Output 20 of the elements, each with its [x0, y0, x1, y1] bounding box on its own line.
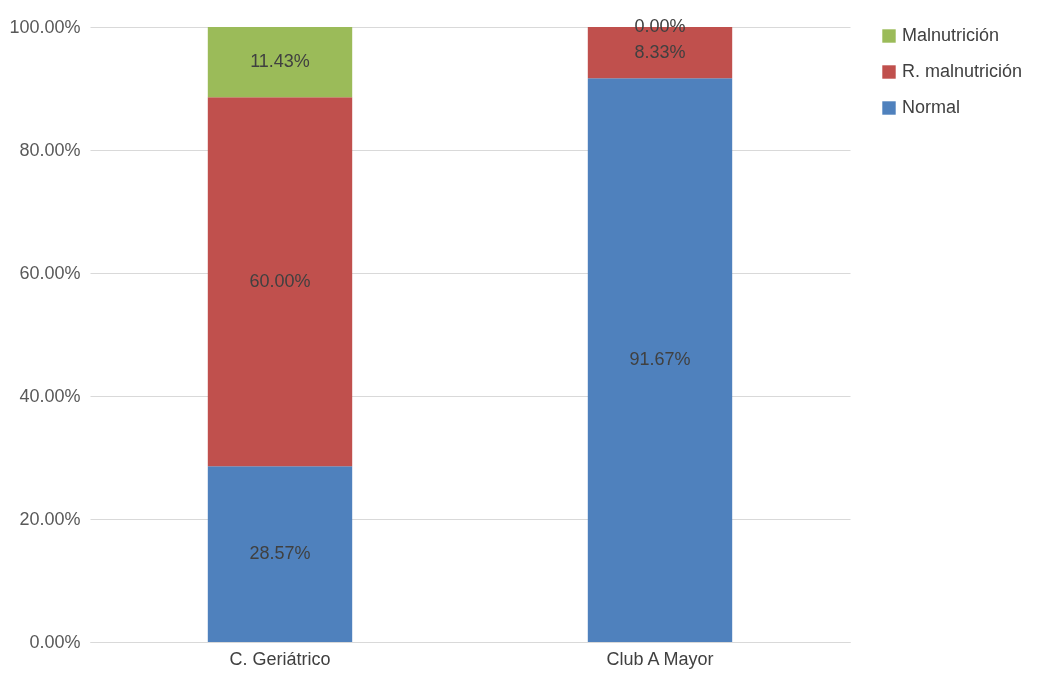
legend-label: Normal [902, 97, 961, 117]
x-tick-label: C. Geriátrico [229, 648, 331, 669]
data-label: 91.67% [629, 349, 691, 370]
y-tick-label: 60.00% [19, 262, 81, 283]
y-tick-label: 0.00% [29, 631, 81, 652]
bar [587, 78, 733, 642]
data-label: 11.43% [250, 51, 310, 72]
bar [207, 97, 353, 467]
y-tick-label: 40.00% [19, 385, 81, 406]
bar [207, 27, 353, 98]
legend-label: R. malnutrición [902, 61, 1023, 81]
data-label: 8.33% [634, 41, 686, 62]
y-tick-label: 80.00% [19, 139, 81, 160]
legend-label: Malnutrición [902, 25, 1000, 45]
data-label: 60.00% [249, 270, 311, 291]
data-label: 28.57% [249, 543, 311, 564]
x-tick-label: Club A Mayor [606, 648, 714, 669]
bar [207, 466, 353, 642]
y-tick-label: 20.00% [19, 508, 81, 529]
y-tick-label: 100.00% [9, 16, 81, 37]
